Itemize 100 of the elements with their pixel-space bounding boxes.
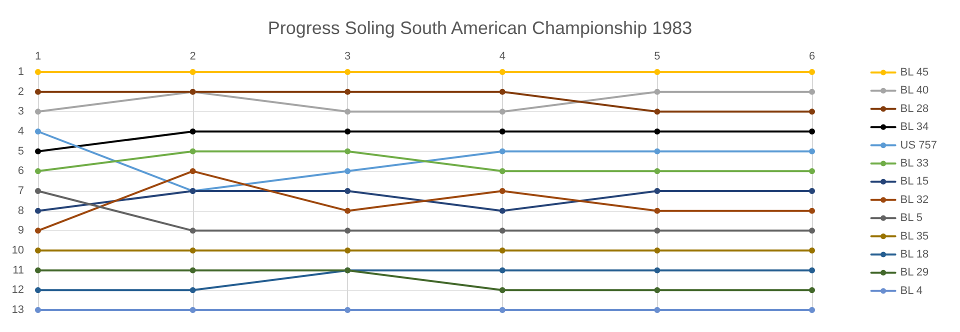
point — [344, 307, 351, 313]
y-tick-label: 7 — [18, 185, 24, 197]
point — [190, 248, 196, 254]
point — [809, 267, 815, 274]
y-tick-label: 6 — [18, 165, 24, 178]
point — [190, 228, 196, 234]
point — [654, 128, 660, 134]
legend-label: BL 18 — [900, 248, 929, 260]
y-tick-label: 12 — [12, 284, 24, 296]
legend-label: BL 33 — [900, 158, 929, 170]
point — [654, 188, 660, 194]
point — [809, 108, 815, 115]
x-tick-label: 5 — [654, 50, 660, 62]
point — [35, 108, 41, 115]
point — [344, 69, 351, 75]
point — [35, 148, 41, 154]
legend-label: BL 35 — [900, 230, 929, 242]
y-tick-label: 1 — [18, 66, 24, 78]
point — [35, 248, 41, 254]
point — [344, 108, 351, 115]
point — [654, 148, 660, 154]
x-tick-label: 3 — [344, 50, 351, 62]
y-tick-label: 5 — [18, 145, 24, 158]
y-tick-label: 10 — [12, 244, 24, 256]
point — [35, 228, 41, 234]
y-tick-label: 2 — [18, 86, 24, 98]
point — [809, 69, 815, 75]
point — [35, 168, 41, 174]
point — [499, 248, 506, 254]
point — [654, 108, 660, 115]
point — [190, 168, 196, 174]
point — [654, 307, 660, 313]
point — [344, 248, 351, 254]
point — [35, 307, 41, 313]
point — [35, 208, 41, 214]
point — [499, 88, 506, 95]
point — [499, 108, 506, 115]
point — [190, 267, 196, 274]
x-tick-label: 2 — [190, 50, 196, 62]
point — [35, 128, 41, 134]
point — [344, 128, 351, 134]
point — [654, 267, 660, 274]
point — [499, 69, 506, 75]
point — [190, 307, 196, 313]
point — [190, 148, 196, 154]
y-tick-label: 8 — [18, 204, 24, 217]
point — [809, 307, 815, 313]
point — [35, 267, 41, 274]
point — [190, 69, 196, 75]
point — [654, 228, 660, 234]
y-tick-label: 3 — [18, 106, 24, 118]
point — [654, 168, 660, 174]
point — [499, 307, 506, 313]
chart-title: Progress Soling South American Championship 1983 — [268, 18, 692, 38]
point — [654, 248, 660, 254]
point — [654, 208, 660, 214]
y-tick-label: 9 — [18, 224, 24, 237]
legend-label: BL 45 — [900, 66, 929, 78]
point — [809, 88, 815, 95]
legend-label: BL 29 — [900, 266, 929, 279]
point — [809, 248, 815, 254]
point — [499, 208, 506, 214]
point — [499, 128, 506, 134]
point — [344, 208, 351, 214]
point — [344, 168, 351, 174]
legend-label: BL 15 — [900, 176, 929, 188]
point — [809, 128, 815, 134]
point — [499, 188, 506, 194]
point — [344, 188, 351, 194]
point — [35, 188, 41, 194]
legend-label: BL 28 — [900, 102, 929, 115]
point — [35, 287, 41, 294]
point — [809, 148, 815, 154]
legend-label: BL 32 — [900, 194, 929, 206]
point — [344, 228, 351, 234]
point — [499, 267, 506, 274]
point — [809, 168, 815, 174]
point — [809, 228, 815, 234]
x-tick-label: 6 — [808, 50, 816, 62]
x-tick-label: 1 — [34, 50, 42, 62]
legend-label: BL 5 — [900, 212, 923, 224]
legend-label: US 757 — [900, 139, 938, 152]
point — [499, 168, 506, 174]
point — [344, 88, 351, 95]
point — [190, 128, 196, 134]
point — [809, 287, 815, 294]
point — [499, 228, 506, 234]
point — [35, 88, 41, 95]
x-tick-label: 4 — [499, 50, 506, 62]
point — [499, 287, 506, 294]
point — [654, 287, 660, 294]
legend-label: BL 4 — [900, 284, 923, 297]
legend-label: BL 40 — [900, 84, 929, 97]
legend-label: BL 34 — [900, 121, 929, 134]
point — [344, 148, 351, 154]
point — [654, 88, 660, 95]
point — [35, 69, 41, 75]
y-tick-label: 4 — [18, 126, 24, 138]
y-tick-label: 13 — [12, 304, 24, 316]
y-tick-label: 11 — [12, 264, 24, 276]
